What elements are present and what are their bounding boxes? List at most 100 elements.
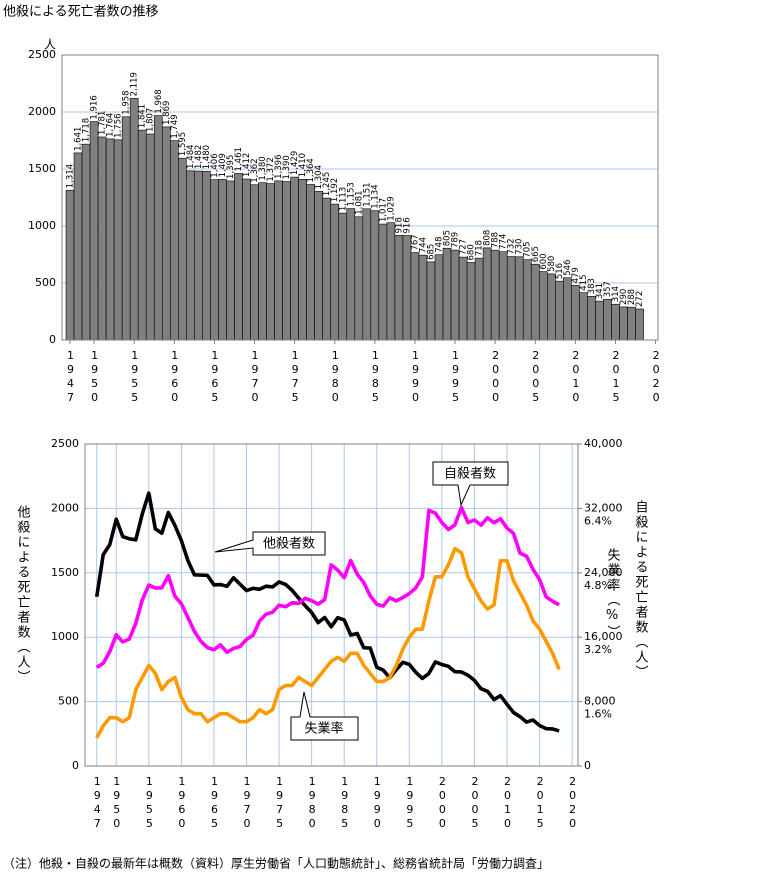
y2-tick-label: 24,000 (584, 566, 623, 579)
bar-value-label: 1,869 (162, 101, 172, 125)
bar (619, 306, 628, 341)
bar (490, 249, 500, 341)
bar (322, 197, 332, 341)
y-tick-label: 1500 (28, 162, 56, 175)
bar (555, 280, 564, 341)
x-tick-label: 2000 (489, 349, 502, 405)
bar (210, 179, 219, 341)
bar (611, 303, 620, 341)
x-tick-label: 1947 (91, 775, 104, 831)
y-axis-unit: 人 (44, 38, 56, 52)
y3-tick-label: 6.4% (584, 514, 612, 527)
y2-tick-label: 16,000 (584, 630, 623, 643)
bar-value-label: 685 (426, 244, 436, 260)
bar-value-label: 341 (595, 283, 605, 299)
y2-tick-label: 0 (584, 759, 591, 772)
x-tick-label: 1955 (128, 349, 141, 405)
bar (266, 183, 275, 341)
bar-value-label: 1,968 (154, 89, 164, 113)
bar (579, 292, 588, 341)
x-tick-label: 1995 (449, 349, 462, 405)
bar (426, 261, 436, 341)
bar-value-label: 1,595 (178, 132, 188, 156)
bar (434, 254, 444, 341)
x-tick-label: 2015 (534, 775, 547, 831)
bar-value-label: 1,958 (122, 90, 132, 114)
bar-value-label: 1,749 (170, 114, 180, 138)
bar-value-label: 1,409 (218, 153, 228, 177)
y-tick-label: 2500 (28, 48, 56, 61)
bar (587, 296, 596, 341)
series-label: 失業率 (304, 721, 343, 737)
y3-axis-title: 失業率（%） (605, 548, 621, 640)
x-tick-label: 1990 (371, 775, 384, 831)
bar (354, 216, 364, 341)
bar-value-label: 1,484 (186, 144, 196, 168)
bar (290, 176, 299, 341)
bar-value-label: 1,362 (250, 158, 260, 182)
bar (418, 254, 428, 341)
bar-value-label: 1,395 (226, 155, 236, 179)
bar-value-label: 774 (499, 234, 509, 250)
bar-value-label: 314 (611, 286, 621, 302)
bar (65, 189, 75, 341)
y3-tick-label: 1.6% (584, 708, 612, 721)
x-tick-label: 2010 (501, 775, 514, 831)
plot-frame (84, 443, 579, 767)
x-tick-label: 1975 (289, 349, 302, 405)
bar-value-label: 1,482 (194, 145, 204, 169)
bar (547, 273, 556, 341)
y2-tick-label: 32,000 (584, 501, 623, 514)
bar-value-label: 1,807 (146, 108, 156, 132)
bar-value-label: 789 (451, 232, 461, 248)
bar-value-label: 1,113 (338, 187, 348, 211)
bar-value-label: 665 (531, 246, 541, 262)
footnote: （注）他殺・自殺の最新年は概数（資料）厚生労働省「人口動態統計」、総務省統計局「… (3, 856, 549, 871)
y2-tick-label: 40,000 (584, 437, 623, 450)
bar (250, 184, 259, 341)
y-tick-label: 1500 (51, 566, 79, 579)
bar (202, 170, 211, 341)
bar (298, 178, 307, 341)
y-tick-label: 500 (35, 276, 56, 289)
bar (442, 247, 452, 341)
bar (538, 271, 548, 341)
x-tick-label: 1980 (329, 349, 342, 405)
plot-area (85, 444, 578, 766)
bar (522, 259, 532, 341)
x-tick-label: 1965 (208, 349, 221, 405)
bar-value-label: 1,372 (266, 157, 276, 181)
bar-value-label: 1,406 (210, 153, 220, 177)
x-tick-label: 1995 (403, 775, 416, 831)
bar (274, 180, 283, 341)
bar-value-label: 1,781 (98, 111, 108, 135)
bar-value-label: 767 (410, 234, 420, 250)
bar-value-label: 1,245 (322, 172, 332, 196)
bar (89, 121, 99, 341)
bar (370, 210, 380, 341)
bar (394, 235, 404, 341)
bar-value-label: 730 (515, 239, 525, 255)
bar (603, 299, 612, 341)
y-tick-label: 0 (72, 759, 79, 772)
bar (506, 256, 516, 341)
bar (306, 184, 315, 341)
bar (194, 170, 203, 341)
bar (178, 157, 187, 341)
callout-box (214, 531, 326, 556)
bar-value-label: 744 (418, 237, 428, 253)
bar-value-label: 516 (555, 263, 565, 279)
x-tick-label: 2005 (529, 349, 542, 405)
bar (226, 180, 235, 341)
callouts: 自殺者数 他殺者数 失業率 (214, 461, 509, 741)
bar-value-label: 788 (491, 232, 501, 248)
bar (627, 306, 636, 341)
bar (362, 208, 372, 341)
bar-value-label: 1,153 (346, 182, 356, 206)
bar (129, 98, 139, 341)
y-tick-label: 1000 (28, 219, 56, 232)
bar-value-label: 1,151 (362, 182, 372, 206)
bar-value-label: 805 (443, 230, 453, 246)
bar-value-label: 1,410 (298, 153, 308, 177)
